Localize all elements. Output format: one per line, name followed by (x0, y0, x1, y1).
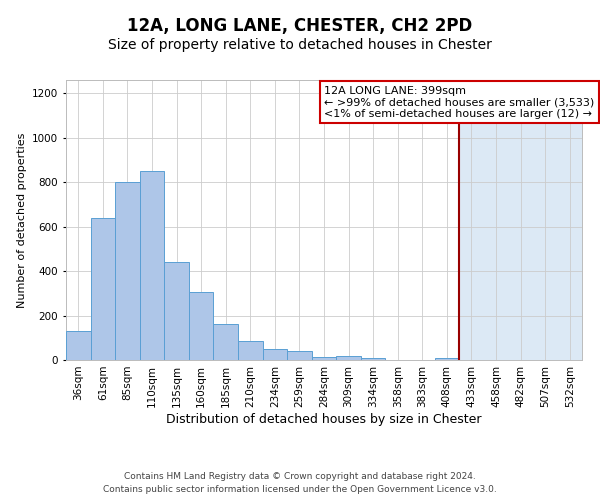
Bar (115, 182, 140, 360)
Text: Size of property relative to detached houses in Chester: Size of property relative to detached ho… (108, 38, 492, 52)
Bar (91, 218, 115, 360)
X-axis label: Distribution of detached houses by size in Chester: Distribution of detached houses by size … (166, 412, 482, 426)
Bar (214, 324, 238, 360)
Bar (189, 292, 214, 360)
Bar (312, 356, 336, 360)
Text: 12A LONG LANE: 399sqm
← >99% of detached houses are smaller (3,533)
<1% of semi-: 12A LONG LANE: 399sqm ← >99% of detached… (324, 86, 594, 119)
Text: Contains public sector information licensed under the Open Government Licence v3: Contains public sector information licen… (103, 485, 497, 494)
Bar (287, 351, 312, 360)
Bar (361, 358, 385, 360)
Bar (66, 80, 459, 360)
Bar (164, 262, 189, 360)
Bar (66, 331, 91, 360)
Bar (434, 358, 459, 360)
Bar (238, 341, 263, 360)
Text: 12A, LONG LANE, CHESTER, CH2 2PD: 12A, LONG LANE, CHESTER, CH2 2PD (127, 18, 473, 36)
Bar (459, 80, 582, 360)
Text: Contains HM Land Registry data © Crown copyright and database right 2024.: Contains HM Land Registry data © Crown c… (124, 472, 476, 481)
Y-axis label: Number of detached properties: Number of detached properties (17, 132, 26, 308)
Bar (263, 349, 287, 360)
Bar (140, 171, 164, 360)
Bar (336, 356, 361, 360)
